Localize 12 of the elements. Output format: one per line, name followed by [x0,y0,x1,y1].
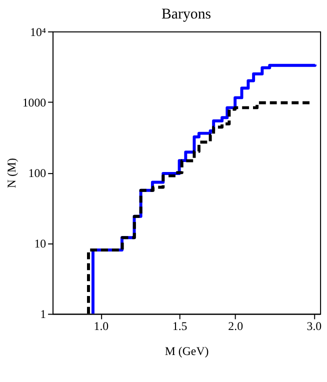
y-tick-label: 10⁴ [30,24,46,39]
y-axis-title: N (M) [4,158,18,188]
x-axis-title: M (GeV) [164,344,209,358]
y-tick-label: 100 [28,166,46,180]
x-tick-label: 1.0 [94,319,109,334]
y-tick-label: 10 [34,236,46,251]
y-tick-label: 1000 [22,95,46,110]
x-tick-label: 2.0 [228,319,244,334]
chart-title: Baryons [162,6,212,22]
y-tick-label: 1 [40,307,46,322]
x-tick-label: 1.5 [172,319,188,334]
x-tick-label: 3.0 [306,319,322,334]
